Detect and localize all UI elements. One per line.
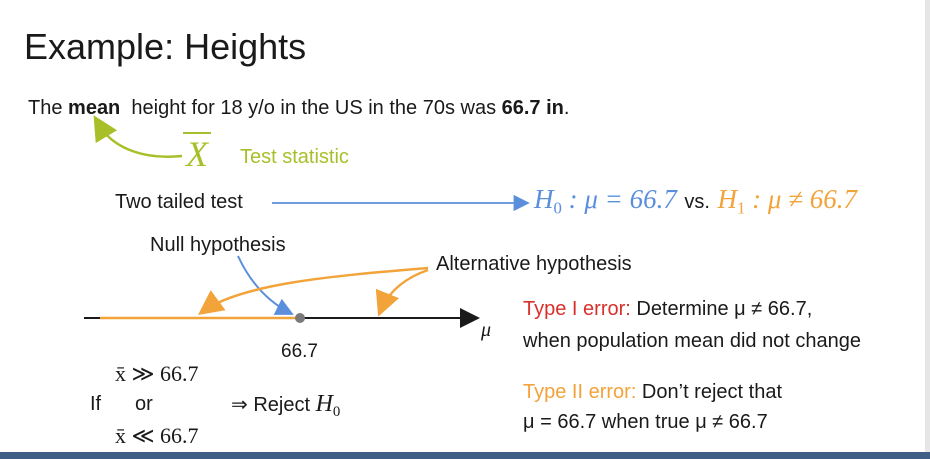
- two-tailed-label: Two tailed test: [115, 191, 243, 213]
- rule-reject-h0: ⇒ Reject H0: [231, 391, 341, 420]
- null-value-point: [295, 313, 305, 323]
- rule-or-word: or: [135, 393, 153, 415]
- type2-error-line1: Type II error: Don’t reject that: [523, 381, 782, 403]
- type2-error-line2: μ = 66.7 when true μ ≠ 66.7: [523, 411, 768, 433]
- rule-condition-greater: x̄ ≫ 66.7: [115, 361, 199, 386]
- number-line-tick-label: 66.7: [281, 341, 318, 362]
- intro-sentence: The mean height for 18 y/o in the US in …: [28, 97, 569, 120]
- bottom-bar: [0, 452, 930, 459]
- type2-error-label: Type II error:: [523, 381, 637, 403]
- rule-if-word: If: [90, 393, 102, 415]
- mu-axis-label: μ: [481, 319, 492, 341]
- type1-error-label: Type I error:: [523, 298, 631, 320]
- page-title: Example: Heights: [24, 26, 307, 67]
- xbar-symbol: X: [183, 132, 211, 174]
- alternative-arrow-left: [197, 266, 429, 315]
- alternative-hypothesis-label: Alternative hypothesis: [436, 253, 632, 275]
- null-hypothesis-arrow: [237, 255, 294, 315]
- h1-expression: H1 : μ ≠ 66.7: [717, 184, 857, 218]
- type1-error-line1: Type I error: Determine μ ≠ 66.7,: [523, 298, 813, 320]
- type1-error-line2: when population mean did not change: [523, 330, 862, 352]
- intro-middle: height for 18 y/o in the US in the 70s w…: [131, 97, 502, 119]
- alternative-arrow-right: [375, 268, 429, 317]
- intro-mean-word: mean: [68, 97, 121, 119]
- hypotheses-statement: H0 : μ = 66.7 vs. H1 : μ ≠ 66.7: [534, 184, 857, 218]
- intro-mean-value: 66.7 in: [501, 97, 564, 119]
- test-statistic-label: Test statistic: [240, 146, 349, 168]
- mean-to-statistic-arrow: [93, 115, 183, 158]
- intro-suffix: .: [563, 97, 570, 119]
- null-hypothesis-label: Null hypothesis: [150, 234, 286, 256]
- rule-condition-less: x̄ ≪ 66.7: [115, 423, 199, 448]
- h0-expression: H0 : μ = 66.7: [534, 184, 677, 218]
- intro-prefix: The: [28, 97, 69, 119]
- right-edge-strip: [925, 0, 930, 459]
- vs-word: vs.: [684, 191, 710, 213]
